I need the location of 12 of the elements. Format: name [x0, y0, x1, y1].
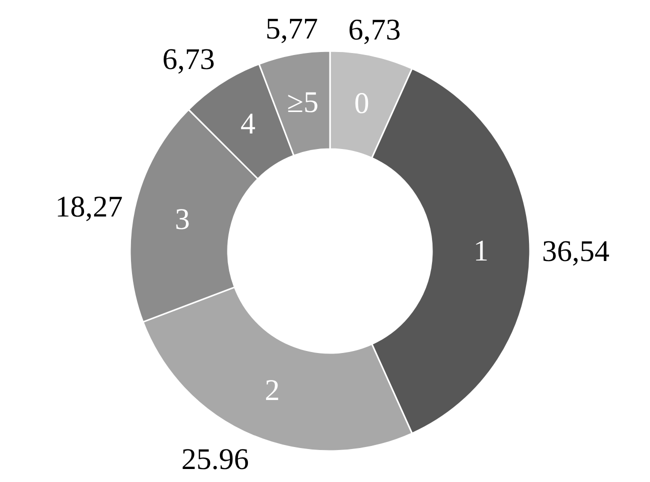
data-label: 6,73 — [348, 14, 401, 47]
data-label: 5,77 — [266, 12, 318, 46]
slice-label: 1 — [474, 234, 488, 268]
data-label: 18,27 — [55, 190, 123, 224]
slice-label: 2 — [264, 374, 280, 408]
slice-label: 4 — [240, 108, 256, 141]
slice-label: 0 — [354, 86, 370, 120]
data-label: 25.96 — [181, 442, 249, 476]
slice-label: ≥5 — [287, 86, 319, 119]
slice-label: 3 — [174, 202, 190, 236]
data-label: 36,54 — [542, 235, 610, 268]
data-label: 6,73 — [162, 42, 215, 76]
